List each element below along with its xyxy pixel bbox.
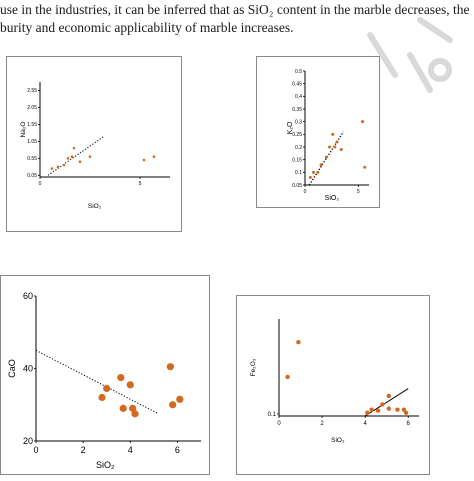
paragraph-line-1: use in the industries, it can be inferre… — [0, 2, 470, 17]
chart-na2o: 0.05 0.55 1.05 1.55 2.05 2.55 0 5 SiO₂ Na₂O — [20, 82, 170, 210]
data-point — [395, 407, 400, 412]
data-point — [386, 406, 392, 411]
y-axis-label: CaO — [7, 359, 17, 378]
y-tick-label: 2.05 — [27, 105, 37, 111]
y-tick-label: 1.05 — [27, 139, 37, 145]
x-tick-label: 6 — [407, 421, 411, 427]
y-tick-label: 0.4 — [295, 94, 302, 100]
data-point — [380, 402, 385, 407]
data-point — [66, 157, 70, 160]
data-point — [70, 155, 74, 158]
y-tick-label: 60 — [23, 291, 33, 301]
data-point — [117, 373, 125, 382]
data-point — [331, 132, 335, 136]
x-tick-label: 5 — [357, 189, 360, 195]
data-point — [119, 404, 127, 412]
x-tick-label: 0 — [39, 181, 42, 187]
paragraph-line-2: burity and economic applicability of mar… — [0, 20, 294, 35]
data-point — [333, 145, 337, 149]
x-axis-label: SiO₂ — [88, 203, 102, 210]
y-tick-label: 1.55 — [27, 122, 37, 128]
data-point — [72, 146, 76, 150]
y-tick-label: 0.2 — [295, 145, 302, 151]
y-tick-label: 0.5 — [295, 69, 302, 75]
data-point — [308, 175, 312, 179]
trendline — [47, 135, 105, 176]
data-point — [363, 165, 367, 169]
data-point — [129, 404, 137, 412]
data-point — [403, 410, 409, 416]
data-point — [169, 401, 177, 409]
data-point — [335, 140, 339, 144]
x-tick-label: 5 — [139, 181, 142, 187]
data-point — [296, 339, 301, 345]
trendline — [364, 388, 409, 417]
data-point — [339, 148, 343, 152]
data-point — [142, 158, 146, 162]
y-axis-label: K₂O — [287, 121, 294, 134]
y-tick-label: 0.1 — [268, 412, 277, 418]
data-point — [328, 145, 332, 149]
chart-k2o: 0.05 0.1 0.15 0.2 0.25 0.3 0.35 0.4 0.45 0.5 0 5 SiO… — [287, 69, 369, 202]
y-tick-label: 0.1 — [295, 170, 302, 176]
data-point — [50, 167, 54, 170]
data-point — [152, 155, 156, 158]
data-point — [103, 384, 111, 393]
data-point — [319, 163, 323, 167]
data-point — [88, 155, 92, 158]
y-tick-label: 0.45 — [292, 81, 302, 87]
chart-panel-fe2o3: 0.1 0 2 4 6 SiO₂ Fe₂O₃ — [236, 295, 430, 475]
data-point — [365, 410, 370, 416]
y-tick-label: 0.05 — [292, 183, 302, 189]
data-point — [98, 393, 106, 402]
data-point — [285, 374, 290, 380]
data-point — [375, 408, 381, 413]
y-axis-label: Na₂O — [20, 122, 27, 138]
x-tick-label: 0 — [304, 189, 307, 195]
data-point — [56, 165, 60, 169]
data-point — [386, 393, 392, 399]
data-point — [312, 170, 316, 174]
y-tick-label: 0.35 — [292, 107, 302, 113]
x-tick-label: 0 — [33, 445, 38, 455]
chart-panel-cao: 20 40 60 0 2 4 6 SiO₂ CaO — [0, 275, 210, 475]
chart-fe2o3: 0.10 2 4 6 SiO₂ Fe₂O₃ — [250, 319, 419, 444]
y-tick-label: 0.05 — [27, 173, 37, 179]
y-tick-label: 0.25 — [292, 132, 302, 138]
x-axis-label: SiO₂ — [325, 195, 340, 202]
x-tick-label: 2 — [320, 421, 324, 427]
x-tick-label: 4 — [128, 445, 133, 455]
data-point — [401, 407, 407, 412]
data-point — [62, 163, 66, 167]
data-point — [126, 381, 134, 389]
data-point — [316, 170, 320, 174]
y-axis-label: Fe₂O₃ — [250, 358, 257, 376]
x-tick-label: 0 — [277, 421, 281, 427]
chart-panel-k2o: 0.05 0.1 0.15 0.2 0.25 0.3 0.35 0.4 0.45 0.5 0 5 SiO… — [256, 56, 380, 208]
x-axis-label: SiO₂ — [96, 460, 115, 470]
y-tick-label: 0.3 — [295, 119, 302, 125]
data-point — [176, 395, 184, 403]
x-tick-label: 6 — [175, 445, 180, 455]
data-point — [369, 407, 374, 412]
x-tick-label: 2 — [81, 445, 86, 455]
data-point — [166, 363, 174, 371]
y-tick-label: 0.55 — [27, 156, 37, 162]
data-point — [131, 410, 139, 418]
data-point — [324, 155, 328, 159]
y-tick-label: 20 — [23, 436, 33, 446]
x-tick-label: 4 — [363, 421, 367, 427]
trendline — [35, 349, 159, 415]
chart-cao: 20 40 60 0 2 4 6 SiO₂ CaO — [7, 291, 201, 470]
data-point — [361, 120, 365, 124]
chart-panel-na2o: 0.05 0.55 1.05 1.55 2.05 2.55 0 5 SiO₂ Na₂O — [6, 56, 182, 232]
y-tick-label: 2.55 — [27, 88, 37, 94]
data-point — [78, 160, 82, 164]
y-tick-label: 0.15 — [292, 157, 302, 163]
y-tick-label: 40 — [23, 364, 33, 374]
x-axis-label: SiO₂ — [331, 437, 345, 444]
